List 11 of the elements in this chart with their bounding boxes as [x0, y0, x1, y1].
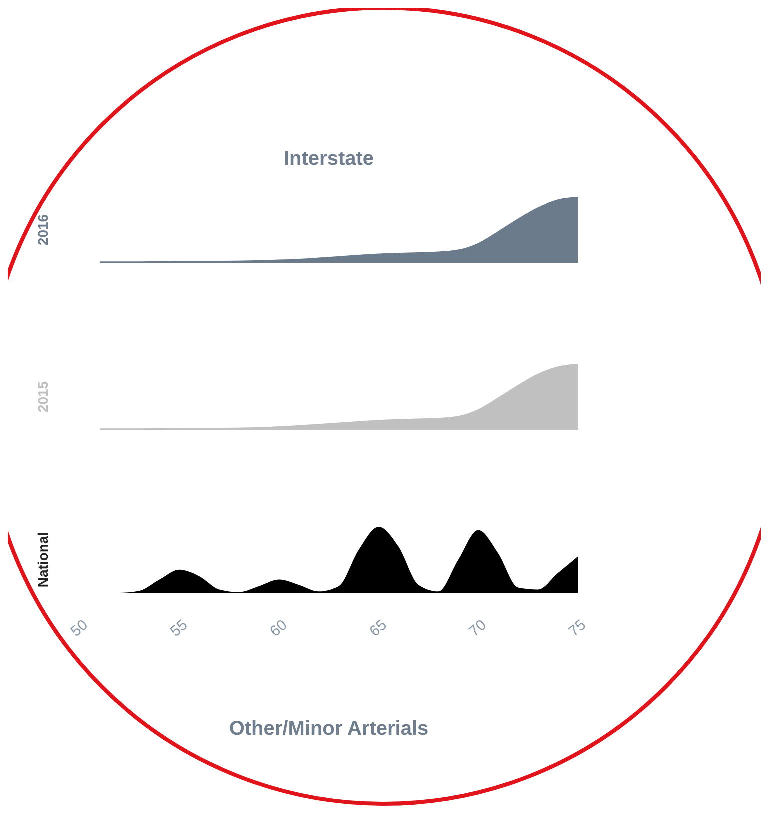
text: Other/Minor Arterials	[229, 718, 429, 740]
y-axis-title: National	[35, 532, 51, 588]
y-axis-title: 2015	[35, 381, 51, 413]
x-tick-label: 55	[167, 616, 192, 640]
x-tick-label: 75	[566, 616, 590, 640]
x-tick-label: 65	[366, 616, 390, 640]
x-tick-label: 70	[466, 616, 490, 640]
x-tick-label: 50	[68, 616, 92, 640]
chart-title: Interstate	[284, 148, 374, 170]
x-tick-label: 60	[267, 616, 291, 640]
y-axis-title: 2016	[35, 214, 51, 246]
